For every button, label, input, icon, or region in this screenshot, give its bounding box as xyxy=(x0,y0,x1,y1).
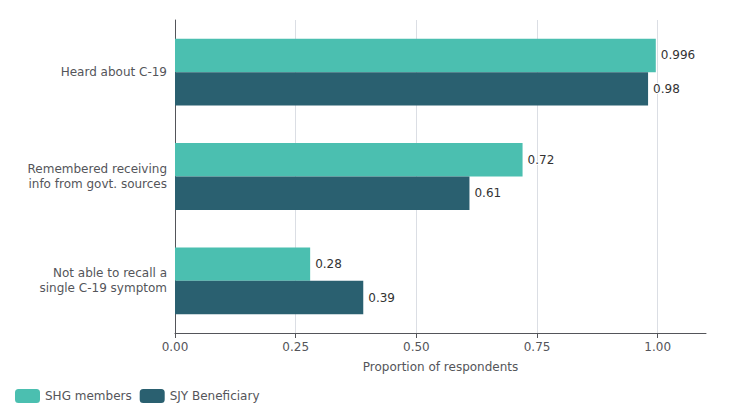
svg-text:0.98: 0.98 xyxy=(653,82,680,96)
svg-text:SJY Beneficiary: SJY Beneficiary xyxy=(170,389,260,403)
svg-text:Not able to recall a: Not able to recall a xyxy=(53,266,167,280)
svg-text:0.996: 0.996 xyxy=(661,48,695,62)
svg-text:Proportion of respondents: Proportion of respondents xyxy=(363,360,519,374)
svg-text:Remembered receiving: Remembered receiving xyxy=(28,162,167,176)
svg-text:single C-19 symptom: single C-19 symptom xyxy=(39,281,167,295)
svg-text:0.00: 0.00 xyxy=(162,340,189,354)
svg-text:0.25: 0.25 xyxy=(282,340,309,354)
svg-text:0.72: 0.72 xyxy=(528,153,555,167)
svg-text:0.50: 0.50 xyxy=(403,340,430,354)
svg-text:info from govt. sources: info from govt. sources xyxy=(28,177,167,191)
svg-text:0.61: 0.61 xyxy=(474,186,501,200)
svg-text:0.28: 0.28 xyxy=(315,257,342,271)
svg-text:0.75: 0.75 xyxy=(524,340,551,354)
svg-text:0.39: 0.39 xyxy=(368,291,395,305)
svg-text:Heard about C-19: Heard about C-19 xyxy=(61,65,167,79)
svg-text:SHG members: SHG members xyxy=(45,389,132,403)
svg-text:1.00: 1.00 xyxy=(644,340,671,354)
